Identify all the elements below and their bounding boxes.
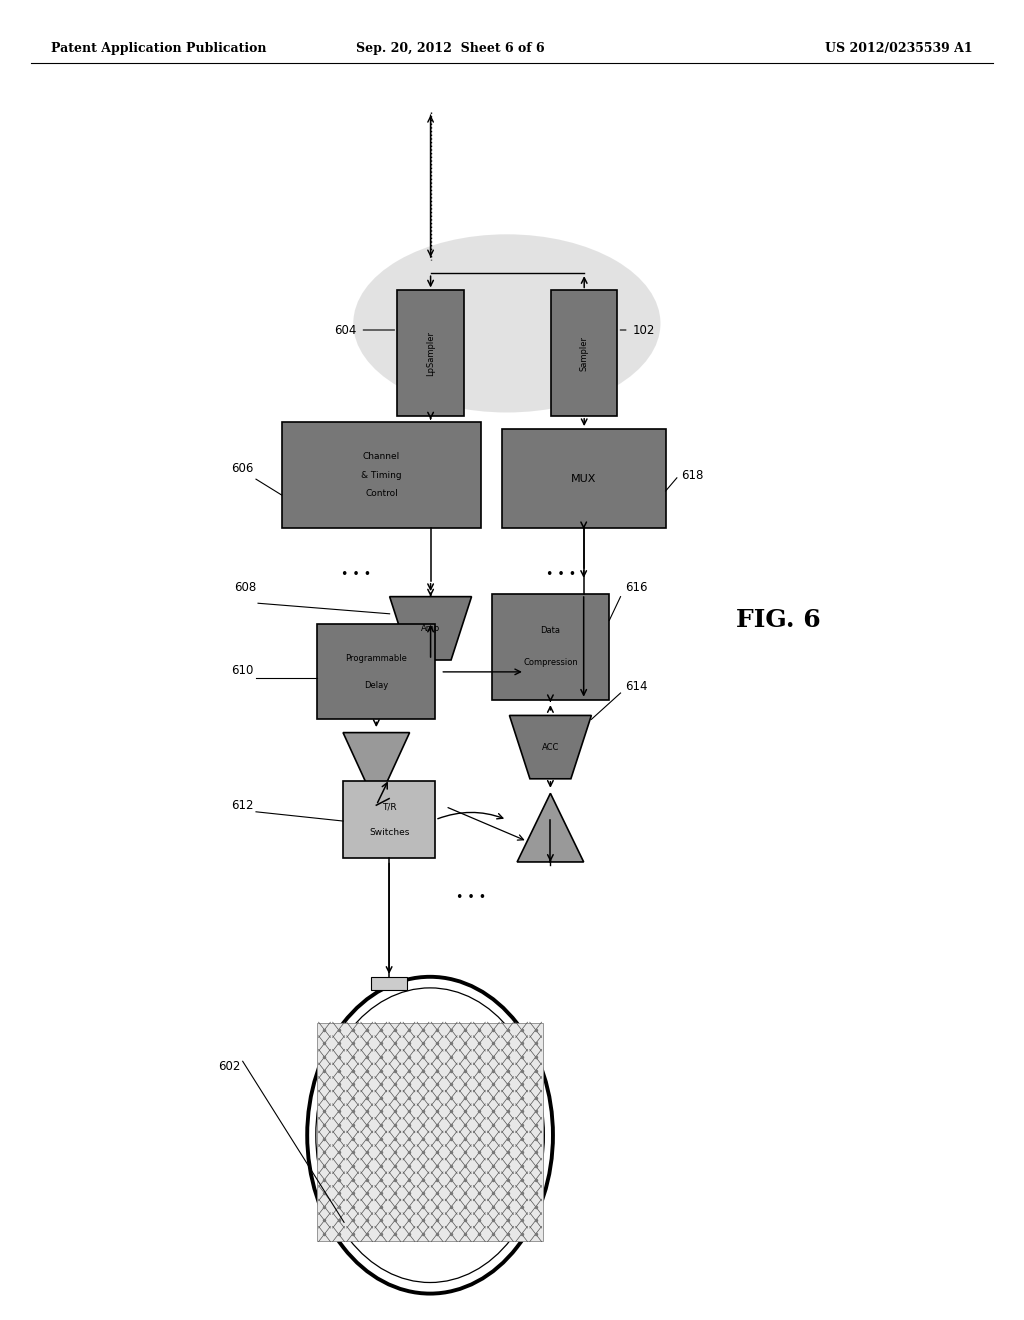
Bar <box>282 422 481 528</box>
Polygon shape <box>510 715 592 779</box>
Polygon shape <box>517 793 584 862</box>
Polygon shape <box>343 733 410 805</box>
Text: 610: 610 <box>231 664 254 677</box>
Text: US 2012/0235539 A1: US 2012/0235539 A1 <box>825 42 973 55</box>
Text: 102: 102 <box>633 323 655 337</box>
Text: • • •: • • • <box>546 568 575 581</box>
Text: 604: 604 <box>334 323 356 337</box>
Text: 618: 618 <box>681 469 703 482</box>
Polygon shape <box>389 597 471 660</box>
Text: 602: 602 <box>218 1060 241 1073</box>
Text: 608: 608 <box>233 581 256 594</box>
Text: Patent Application Publication: Patent Application Publication <box>51 42 266 55</box>
Bar <box>492 594 609 700</box>
Bar <box>371 977 407 990</box>
Text: • • •: • • • <box>456 891 486 904</box>
Bar <box>343 781 435 858</box>
Text: 612: 612 <box>231 799 254 812</box>
Text: Channel: Channel <box>362 453 400 461</box>
Text: ACC: ACC <box>542 743 559 751</box>
Bar <box>317 624 435 719</box>
Bar <box>397 290 464 416</box>
Text: 616: 616 <box>625 581 647 594</box>
Text: Amp: Amp <box>421 624 440 632</box>
Text: Switches: Switches <box>369 829 410 837</box>
Text: Compression: Compression <box>523 659 578 667</box>
Bar <box>551 290 617 416</box>
Text: Sep. 20, 2012  Sheet 6 of 6: Sep. 20, 2012 Sheet 6 of 6 <box>356 42 545 55</box>
Text: 614: 614 <box>625 680 647 693</box>
Text: Data: Data <box>541 627 560 635</box>
Bar <box>317 1023 543 1241</box>
Text: Programmable: Programmable <box>345 655 408 663</box>
Bar <box>502 429 666 528</box>
Text: • • •: • • • <box>341 568 371 581</box>
Text: FIG. 6: FIG. 6 <box>736 609 820 632</box>
Ellipse shape <box>353 235 660 412</box>
Circle shape <box>307 977 553 1294</box>
Text: LpSampler: LpSampler <box>426 330 435 376</box>
Text: Delay: Delay <box>365 681 388 689</box>
Text: 606: 606 <box>231 462 254 475</box>
Text: T/R: T/R <box>382 803 396 810</box>
Text: Sampler: Sampler <box>580 335 589 371</box>
Circle shape <box>315 987 545 1283</box>
Text: Control: Control <box>366 490 397 498</box>
Text: & Timing: & Timing <box>361 471 401 479</box>
Text: MUX: MUX <box>571 474 596 483</box>
